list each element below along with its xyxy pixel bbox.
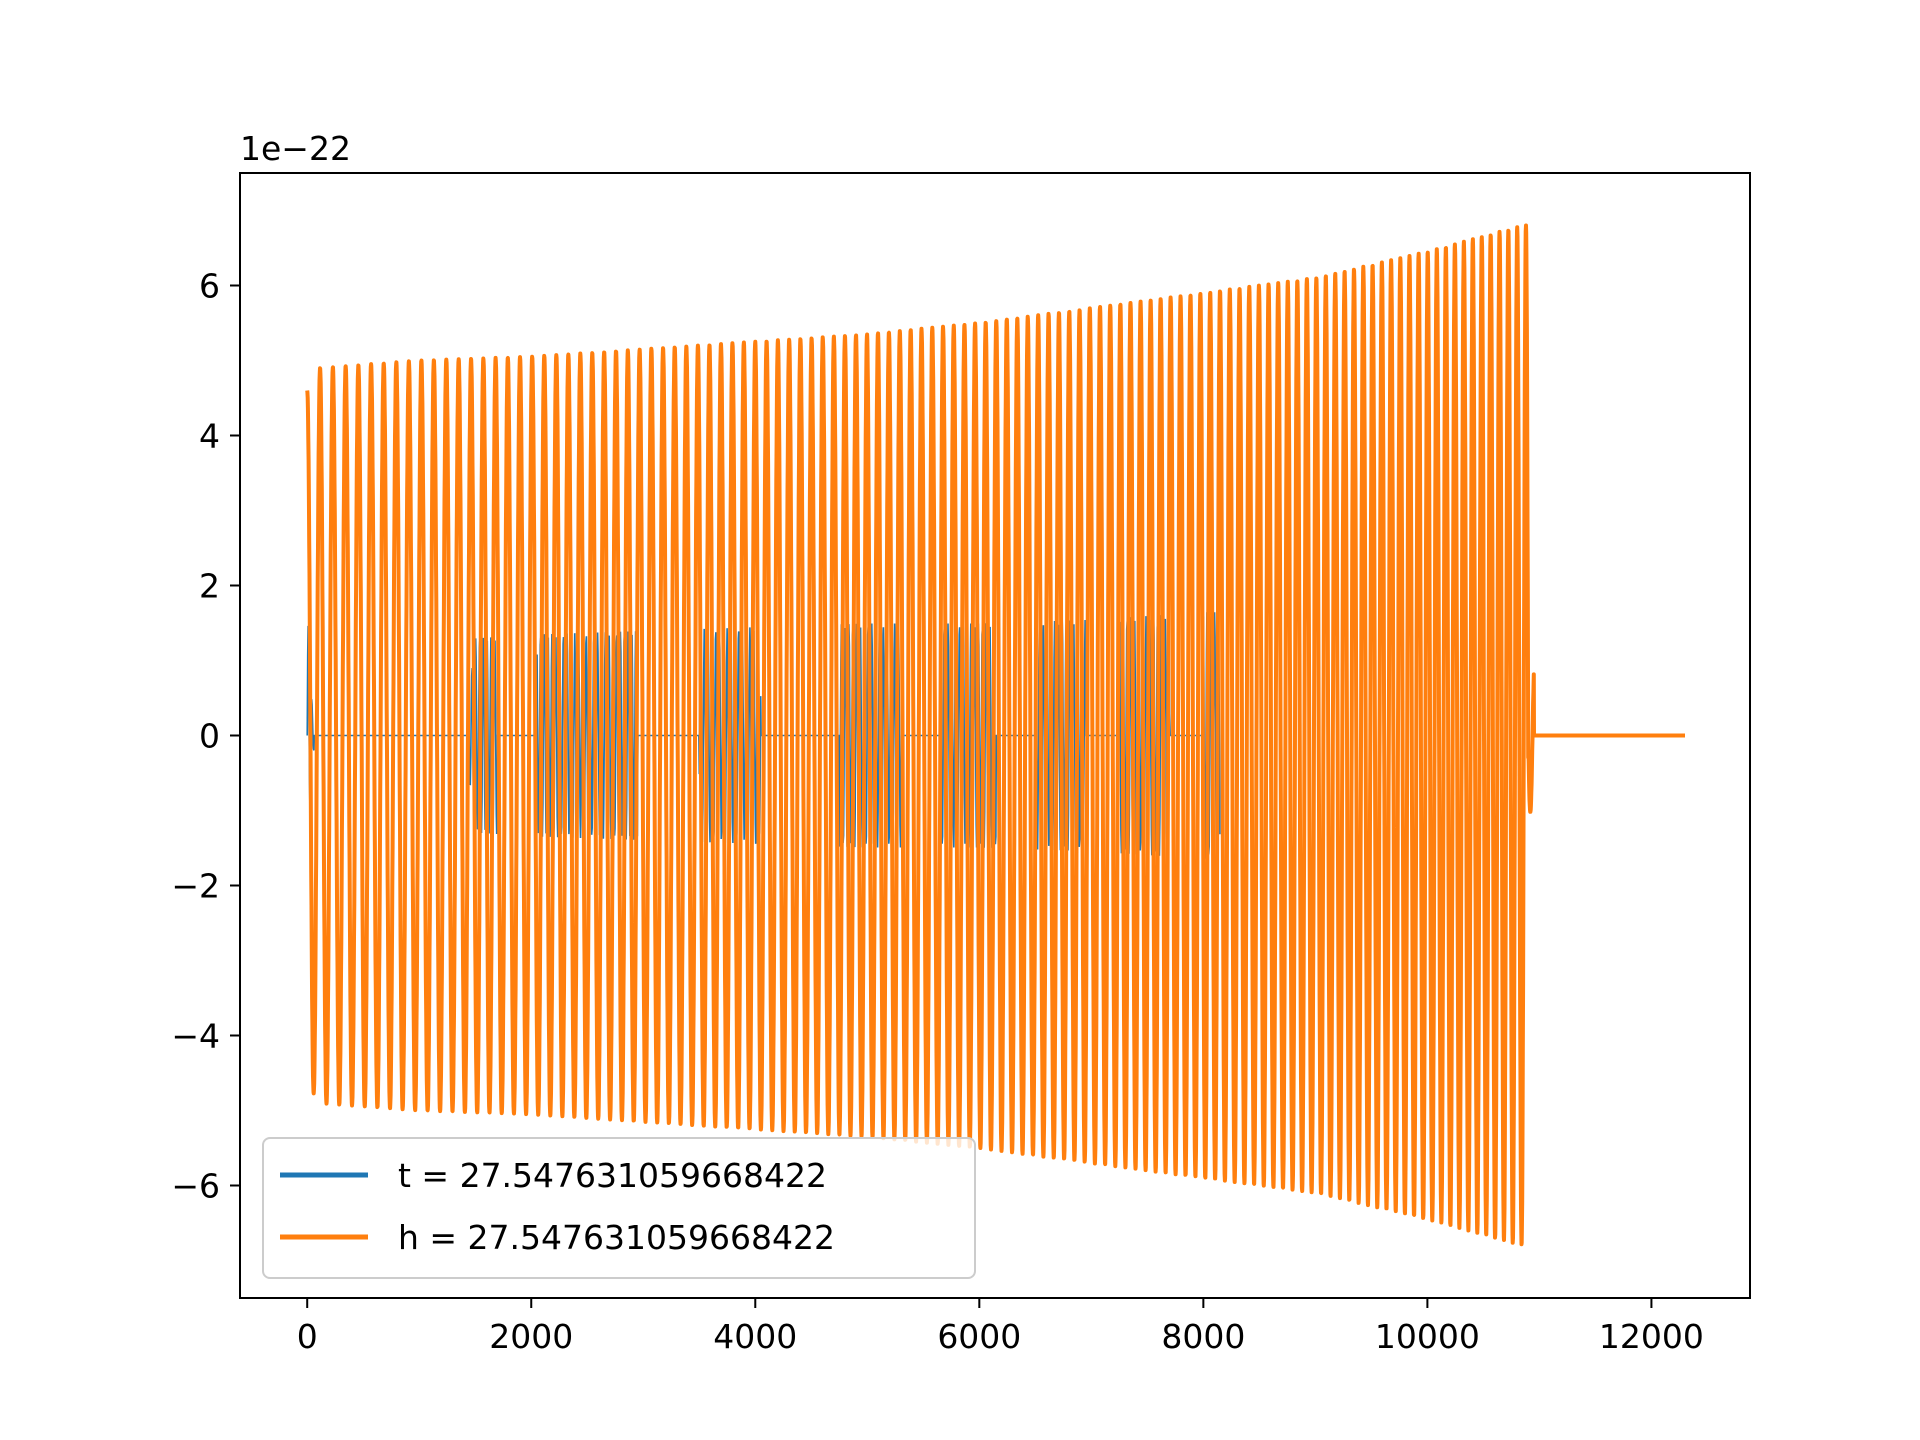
y-tick-label: −2 <box>171 867 220 906</box>
legend: t = 27.547631059668422 h = 27.5476310596… <box>262 1137 976 1279</box>
series-layer <box>305 223 1687 1247</box>
series-line-h <box>305 223 1687 1247</box>
y-tick-label: −6 <box>171 1167 220 1206</box>
y-axis: −6 −4 −2 0 2 4 6 <box>171 267 240 1206</box>
legend-label-h: h = 27.547631059668422 <box>398 1218 835 1257</box>
x-axis: 0 2000 4000 6000 8000 10000 12000 <box>297 1298 1704 1356</box>
x-tick-label: 2000 <box>489 1317 573 1356</box>
y-tick-label: 4 <box>199 417 220 456</box>
legend-box <box>262 1137 976 1279</box>
x-tick-label: 10000 <box>1375 1317 1480 1356</box>
y-tick-label: 2 <box>199 567 220 606</box>
x-tick-label: 4000 <box>713 1317 797 1356</box>
y-offset-label: 1e−22 <box>240 129 351 168</box>
y-tick-label: −4 <box>171 1017 220 1056</box>
x-tick-label: 12000 <box>1599 1317 1704 1356</box>
x-tick-label: 6000 <box>937 1317 1021 1356</box>
y-tick-label: 6 <box>199 267 220 306</box>
y-tick-label: 0 <box>199 717 220 756</box>
x-tick-label: 8000 <box>1161 1317 1245 1356</box>
x-tick-label: 0 <box>297 1317 318 1356</box>
legend-label-t: t = 27.547631059668422 <box>398 1156 827 1195</box>
